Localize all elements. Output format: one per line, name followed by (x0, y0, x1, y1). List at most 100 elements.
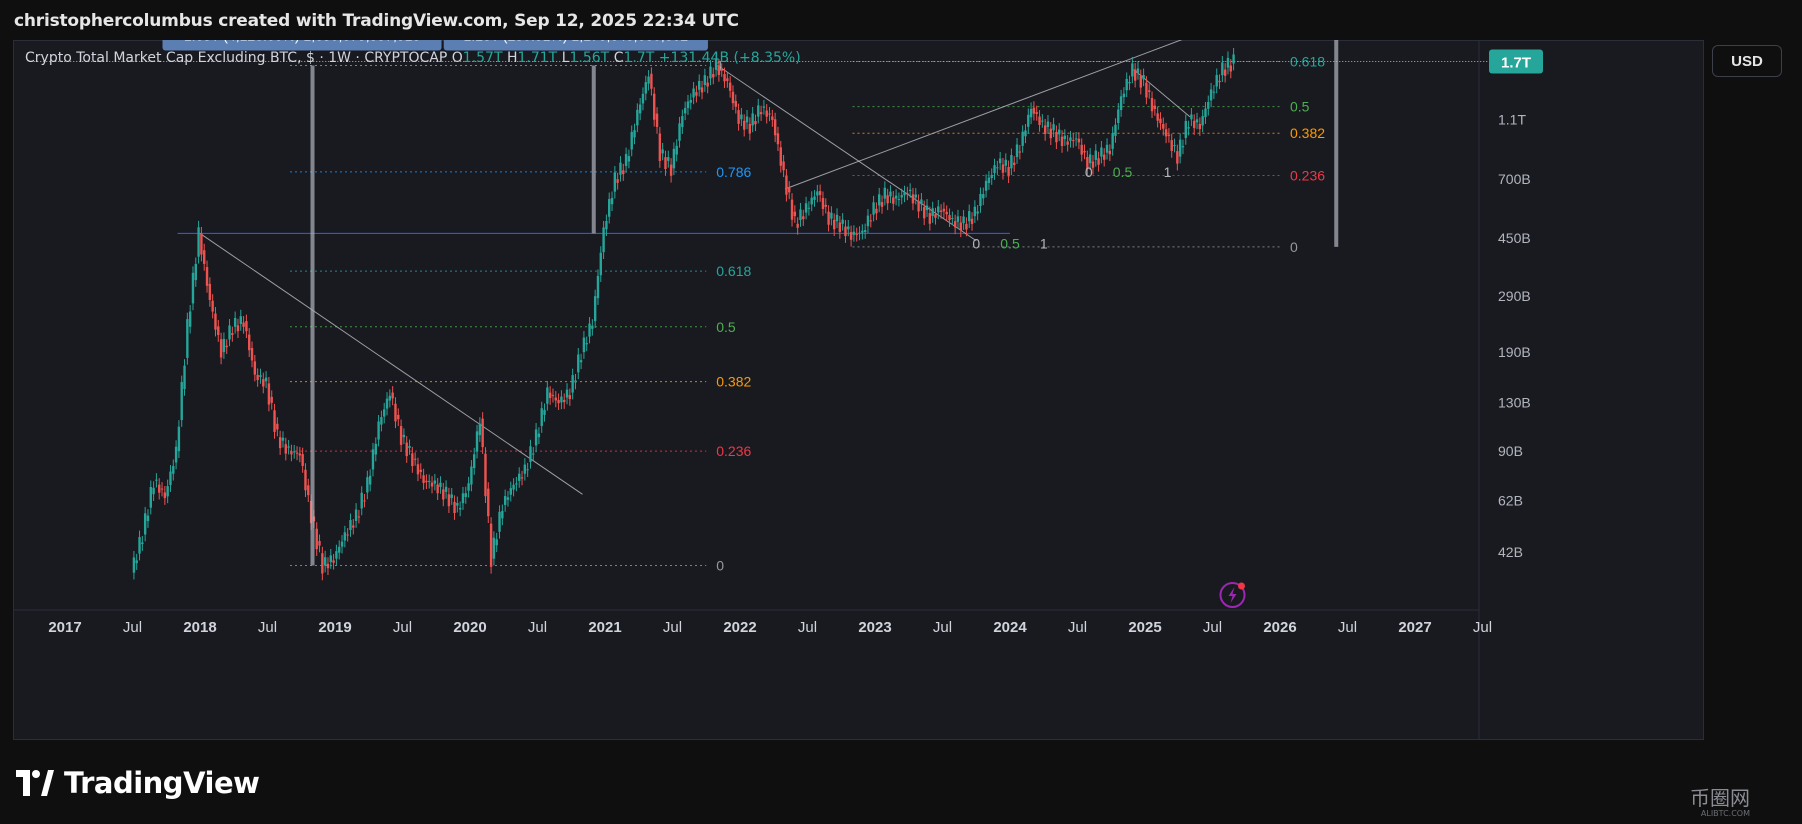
candle-body (1150, 98, 1154, 112)
candle-body (852, 231, 856, 235)
inline-marker: 1 (1040, 235, 1048, 251)
candle-body (1190, 114, 1193, 120)
candle-body (1094, 150, 1097, 160)
fib-level-label: 0.786 (716, 164, 751, 180)
candle-body (863, 230, 867, 233)
candle-body (900, 195, 903, 198)
candle-body (509, 488, 512, 495)
candle-body (453, 501, 456, 514)
time-tick-label: Jul (528, 619, 547, 636)
candle-body (267, 383, 271, 405)
candle-body (1131, 63, 1134, 77)
candle-body (892, 197, 895, 204)
candle-body (1198, 123, 1202, 130)
high-value: 1.71T (517, 50, 558, 66)
candle-body (951, 218, 954, 220)
time-tick-label: Jul (1068, 619, 1087, 636)
candle-body (352, 525, 355, 528)
candle-body (1088, 154, 1092, 164)
candle-body (979, 193, 982, 206)
candle-body (638, 104, 642, 114)
candle-body (1066, 141, 1069, 145)
candle-body (225, 345, 228, 348)
candle-body (686, 101, 690, 109)
candle-body (585, 343, 588, 345)
candle-body (574, 380, 577, 383)
candle-body (242, 322, 245, 327)
candle-body (855, 234, 858, 236)
candle-body (343, 532, 347, 541)
candle-body (259, 375, 262, 378)
candle-body (442, 489, 445, 500)
candle-body (1117, 109, 1120, 123)
candle-body (456, 503, 459, 506)
candle-body (1015, 144, 1019, 158)
candle-body (675, 145, 678, 155)
candle-body (1156, 113, 1159, 121)
candle-body (1195, 119, 1199, 123)
fib-level-label: 0 (1290, 239, 1298, 255)
fib-level-label: 0.236 (716, 443, 751, 459)
candle-body (394, 403, 397, 422)
candle-body (785, 175, 788, 195)
candle-body (818, 191, 822, 196)
candle-body (293, 451, 296, 453)
price-chart[interactable]: 5T3.4T2.4T1.1T700B450B290B190B130B90B62B… (13, 40, 1704, 740)
lightning-bolt (1228, 587, 1237, 603)
candle-body (461, 493, 465, 504)
candle-body (588, 323, 591, 337)
candle-body (155, 479, 158, 481)
candle-body (959, 222, 962, 231)
candle-body (371, 449, 375, 470)
currency-button[interactable]: USD (1712, 45, 1782, 77)
candle-body (605, 221, 608, 230)
candle-body (180, 382, 183, 421)
candle-body (537, 433, 541, 438)
candle-body (321, 553, 324, 574)
candle-body (849, 232, 853, 240)
candle-body (973, 206, 977, 217)
candle-body (917, 200, 920, 212)
candle-body (253, 361, 257, 375)
candle-body (166, 486, 169, 497)
fib-level-label: 1 (716, 58, 724, 74)
candle-body (132, 557, 136, 573)
candle-body (799, 209, 802, 221)
candle-body (304, 469, 307, 491)
candle-body (700, 87, 704, 93)
candle-body (177, 426, 181, 452)
candle-body (1232, 54, 1235, 64)
candle-body (335, 551, 338, 559)
tradingview-brand[interactable]: TradingView (16, 766, 260, 800)
candle-body (428, 480, 431, 482)
candle-body (1029, 108, 1033, 118)
candle-body (655, 113, 659, 127)
candle-body (633, 130, 636, 138)
candle-body (518, 473, 521, 481)
candle-body (720, 69, 723, 71)
candle-body (759, 112, 763, 115)
candle-body (368, 475, 372, 485)
candle-body (326, 563, 330, 569)
candle-body (731, 91, 735, 104)
candle-body (1007, 167, 1010, 177)
candle-body (548, 392, 552, 399)
candle-body (683, 108, 687, 114)
trendline (717, 65, 977, 242)
candle-body (928, 213, 932, 224)
candle-body (332, 560, 335, 563)
time-tick-label: 2021 (588, 619, 621, 636)
candle-body (1018, 151, 1022, 153)
candle-body (377, 421, 380, 440)
candle-body (481, 418, 484, 448)
candle-body (996, 167, 999, 169)
candle-body (653, 93, 656, 120)
candle-body (447, 494, 451, 507)
candle-body (543, 410, 546, 415)
chart-frame (13, 40, 1704, 740)
current-price-badge (1489, 49, 1543, 74)
open-value: 1.57T (462, 50, 503, 66)
candle-body (712, 74, 715, 78)
time-tick-label: 2018 (183, 619, 216, 636)
candle-body (610, 197, 614, 205)
